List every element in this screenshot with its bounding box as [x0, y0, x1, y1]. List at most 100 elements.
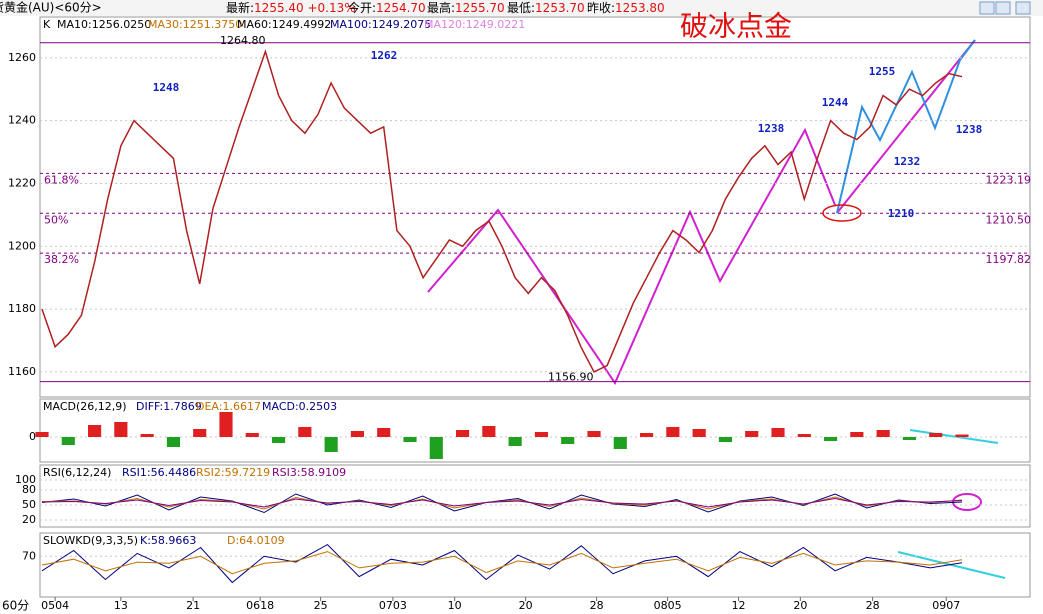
legend-item: D:64.0109 [227, 534, 285, 547]
button-next[interactable] [995, 1, 1011, 15]
fib-name: 38.2% [44, 253, 79, 266]
legend-item: MACD:0.2503 [262, 400, 337, 413]
x-tick-label: 21 [186, 599, 200, 612]
quote-label: 今开: [348, 0, 376, 15]
zigzag-line [427, 127, 836, 386]
macd-bar [771, 428, 785, 437]
macd-bar [245, 433, 259, 437]
wave-label: 1238 [956, 123, 983, 136]
wave-label: 1232 [894, 155, 921, 168]
fib-name: 61.8% [44, 173, 79, 186]
legend-item: RSI1:56.4486 [122, 466, 196, 479]
macd-bar [640, 433, 654, 437]
quote-value: 1255.40 +0.13% [254, 1, 356, 15]
kd-panel [39, 532, 1031, 598]
macd-bar [61, 437, 75, 445]
macd-bar [718, 437, 732, 442]
macd-bar [850, 432, 864, 437]
panel-title: RSI(6,12,24) [43, 466, 111, 479]
fib-label: 1210.50 [986, 213, 1032, 226]
trend-line [836, 39, 976, 214]
wave-label: 1248 [153, 81, 180, 94]
header-bar [0, 0, 1043, 16]
series-line [41, 543, 963, 584]
y-tick-label: 1260 [8, 51, 36, 64]
legend-item: RSI3:58.9109 [272, 466, 346, 479]
fib-name: 50% [44, 213, 68, 226]
macd-bar [193, 429, 207, 437]
macd-bar [666, 427, 680, 437]
x-tick-label: 20 [793, 599, 807, 612]
panel-title: SLOWKD(9,3,3,5) [43, 534, 138, 547]
quote-label: 最高: [427, 0, 455, 15]
macd-bar [456, 430, 470, 437]
macd-bar [377, 428, 391, 437]
button-close[interactable] [1015, 1, 1031, 15]
macd-bar [166, 437, 180, 447]
rsi-panel [39, 464, 1031, 528]
y-tick-label: 1180 [8, 302, 36, 315]
button-prev[interactable] [979, 1, 995, 15]
macd-bar [403, 437, 417, 442]
macd-bar [429, 437, 443, 459]
x-tick-label: 28 [590, 599, 604, 612]
quote-value: 1253.80 [615, 1, 665, 15]
legend-item: RSI2:59.7219 [196, 466, 270, 479]
period: 60分 [2, 599, 29, 613]
macd-bar [902, 437, 916, 440]
quote: 最低:1253.70 [507, 1, 585, 15]
instrument: 货黄金(AU)<60分> [0, 0, 102, 15]
macd-bar [35, 432, 49, 437]
wave-label: 1255 [869, 65, 896, 78]
chart-title: 破冰点金 [680, 10, 792, 43]
y-tick-label: 1200 [8, 239, 36, 252]
macd-bar [561, 437, 575, 444]
macd-bar [350, 431, 364, 437]
wave-label: 1262 [371, 49, 398, 62]
x-tick-label: 25 [314, 599, 328, 612]
quote-value: 1253.70 [535, 1, 585, 15]
macd-bar [824, 437, 838, 441]
macd-divergence [909, 429, 999, 444]
macd-bar [219, 412, 233, 437]
y-tick-label: 100 [15, 473, 36, 486]
legend-item: MA10:1256.0250 [57, 18, 151, 31]
y-tick-label: 1220 [8, 176, 36, 189]
reference-label: 1264.80 [220, 34, 266, 47]
x-tick-label: 28 [866, 599, 880, 612]
y-tick-label: 70 [22, 549, 36, 562]
quote-label: 最新: [226, 0, 254, 15]
wave-line [836, 39, 976, 214]
macd-bar [298, 427, 312, 437]
legend-item: MA60:1249.4992 [237, 18, 331, 31]
y-tick-label: 20 [22, 513, 36, 526]
quote: 今开:1254.70 [348, 0, 426, 15]
legend-item: K [43, 18, 51, 31]
x-tick-label: 0805 [654, 599, 682, 612]
macd-bar [114, 422, 128, 437]
quote-label: 最低: [507, 1, 535, 15]
macd-bar [482, 426, 496, 437]
macd-bar [929, 433, 943, 437]
macd-bar [272, 437, 286, 443]
legend-item: MA120:1249.0221 [424, 18, 525, 31]
legend-item: DIFF:1.7869 [136, 400, 202, 413]
macd-bar [508, 437, 522, 446]
reference-label: 1156.90 [548, 371, 594, 384]
series-line [41, 497, 963, 508]
wave-label: 1238 [758, 122, 785, 135]
x-tick-label: 13 [114, 599, 128, 612]
x-tick-label: 20 [519, 599, 533, 612]
panel-title: MACD(26,12,9) [43, 400, 127, 413]
quote: 昨收:1253.80 [587, 1, 665, 15]
macd-bar [140, 434, 154, 437]
wave-label: 1210 [888, 207, 915, 220]
y-tick-label: 1160 [8, 365, 36, 378]
macd-panel [39, 398, 1031, 463]
y-tick-label: 50 [22, 498, 36, 511]
main-panel [39, 16, 1031, 398]
x-tick-label: 0618 [246, 599, 274, 612]
quote-value: 1254.70 [376, 1, 426, 15]
legend-item: MA100:1249.2075 [330, 18, 431, 31]
